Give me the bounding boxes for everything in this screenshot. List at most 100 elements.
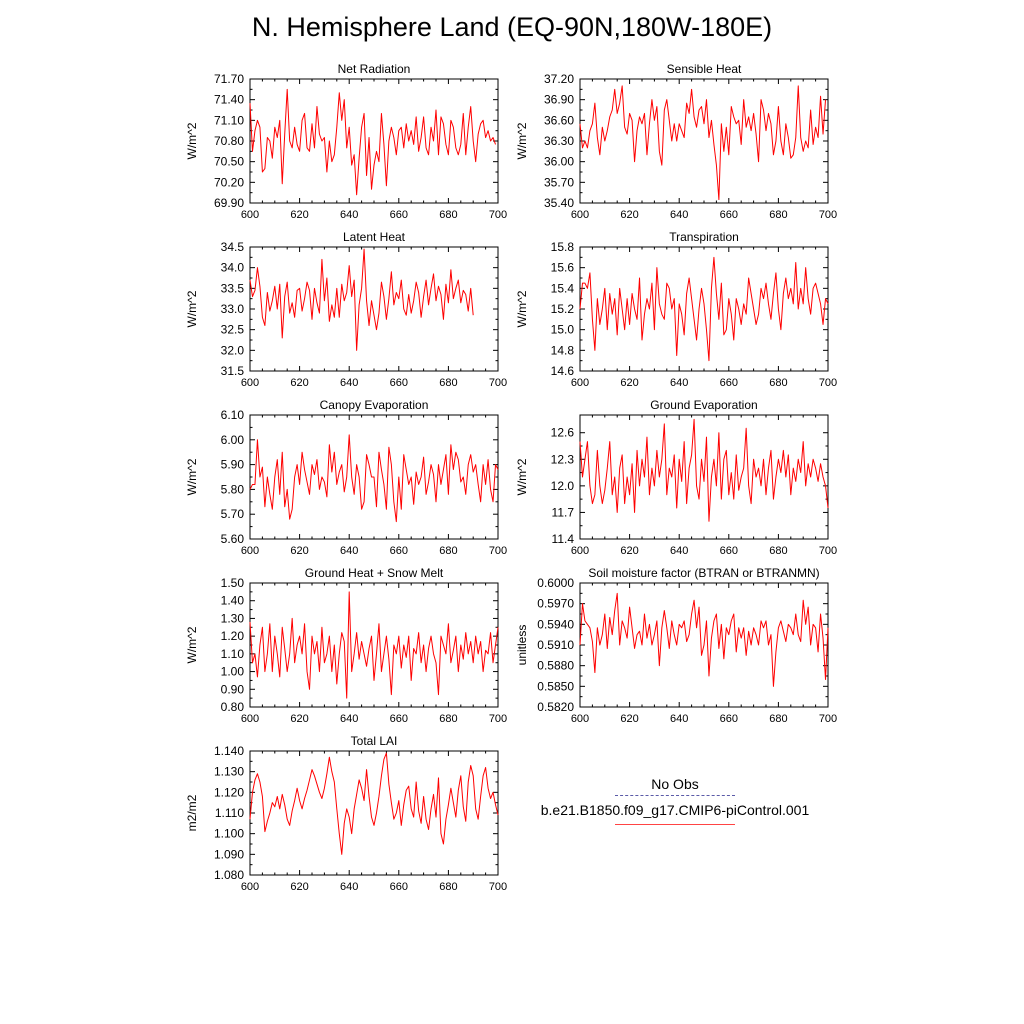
x-tick-label: 640 [670, 209, 688, 221]
x-tick-label: 620 [620, 545, 638, 557]
x-tick-label: 700 [489, 881, 507, 893]
y-tick-label: 1.090 [214, 847, 244, 861]
x-tick-label: 680 [439, 881, 457, 893]
x-tick-label: 700 [489, 545, 507, 557]
y-tick-label: 37.20 [544, 72, 574, 86]
y-tick-label: 12.6 [551, 426, 575, 440]
y-tick-label: 35.40 [544, 196, 574, 210]
x-tick-label: 640 [340, 377, 358, 389]
y-tick-label: 15.8 [551, 240, 575, 254]
x-tick-label: 680 [439, 209, 457, 221]
y-tick-label: 71.40 [214, 93, 244, 107]
x-tick-label: 620 [290, 881, 308, 893]
x-tick-label: 700 [819, 377, 837, 389]
legend-model-label: b.e21.B1850.f09_g17.CMIP6-piControl.001 [540, 802, 810, 818]
y-tick-label: 0.5910 [537, 638, 574, 652]
y-axis-label: W/m^2 [185, 290, 199, 327]
x-tick-label: 700 [819, 713, 837, 725]
y-tick-label: 11.4 [552, 532, 575, 546]
x-tick-label: 600 [241, 713, 259, 725]
plot-frame [579, 78, 829, 204]
x-tick-label: 620 [290, 713, 308, 725]
y-tick-label: 0.5850 [537, 679, 574, 693]
x-tick-label: 680 [769, 545, 787, 557]
y-tick-label: 1.30 [221, 611, 245, 625]
y-tick-label: 33.5 [221, 281, 245, 295]
y-tick-label: 1.20 [221, 629, 245, 643]
y-tick-label: 1.140 [214, 744, 244, 758]
y-tick-label: 36.00 [544, 155, 574, 169]
x-tick-label: 660 [720, 713, 738, 725]
x-tick-label: 680 [439, 545, 457, 557]
series-line [249, 434, 499, 523]
x-tick-label: 700 [489, 377, 507, 389]
y-tick-label: 1.120 [214, 785, 244, 799]
chart-panel: Ground Evaporation W/m^2 600 620 640 660 680 70… [515, 398, 837, 557]
y-tick-label: 0.5820 [537, 700, 574, 714]
y-tick-label: 0.6000 [537, 576, 574, 590]
y-tick-label: 35.70 [544, 175, 574, 189]
x-tick-label: 680 [769, 377, 787, 389]
y-tick-label: 32.0 [221, 343, 245, 357]
x-tick-label: 660 [390, 881, 408, 893]
legend: No Obs b.e21.B1850.f09_g17.CMIP6-piContr… [540, 776, 810, 825]
x-tick-label: 640 [340, 881, 358, 893]
y-tick-label: 5.80 [221, 482, 245, 496]
legend-obs-line [615, 795, 735, 796]
y-tick-label: 12.0 [551, 479, 575, 493]
y-tick-label: 1.110 [215, 806, 244, 820]
y-tick-label: 32.5 [221, 323, 245, 337]
panel-title: Sensible Heat [667, 62, 742, 76]
y-tick-label: 15.0 [551, 323, 575, 337]
x-tick-label: 600 [571, 209, 589, 221]
y-tick-label: 14.8 [551, 343, 575, 357]
y-tick-label: 34.5 [221, 240, 245, 254]
series-line [579, 256, 829, 362]
series-line [249, 752, 499, 855]
y-tick-label: 12.3 [551, 452, 575, 466]
chart-panel: Soil moisture factor (BTRAN or BTRANMN) u… [515, 566, 837, 725]
y-tick-label: 5.90 [221, 458, 245, 472]
y-tick-label: 1.50 [221, 576, 245, 590]
x-tick-label: 660 [390, 545, 408, 557]
x-tick-label: 660 [720, 377, 738, 389]
y-tick-label: 36.60 [544, 113, 574, 127]
x-tick-label: 620 [620, 209, 638, 221]
legend-obs-label: No Obs [651, 776, 699, 792]
x-tick-label: 620 [620, 377, 638, 389]
x-tick-label: 700 [489, 713, 507, 725]
x-tick-label: 600 [241, 545, 259, 557]
x-tick-label: 660 [390, 377, 408, 389]
x-tick-label: 600 [241, 881, 259, 893]
chart-panel: Latent Heat W/m^2 600 620 640 660 680 700 31.5 32… [185, 230, 507, 389]
y-tick-label: 15.6 [551, 261, 575, 275]
y-tick-label: 11.7 [552, 505, 575, 519]
series-line [579, 592, 829, 687]
panel-title: Latent Heat [343, 230, 406, 244]
x-tick-label: 620 [620, 713, 638, 725]
x-tick-label: 640 [340, 713, 358, 725]
x-tick-label: 660 [720, 545, 738, 557]
y-axis-label: W/m^2 [515, 290, 529, 327]
y-tick-label: 1.130 [214, 765, 244, 779]
x-tick-label: 640 [670, 545, 688, 557]
panel-title: Net Radiation [338, 62, 411, 76]
plot-frame [249, 246, 499, 372]
y-tick-label: 71.70 [214, 72, 244, 86]
y-tick-label: 1.080 [214, 868, 244, 882]
x-tick-label: 600 [241, 377, 259, 389]
y-tick-label: 70.50 [214, 155, 244, 169]
panel-title: Transpiration [669, 230, 739, 244]
x-tick-label: 620 [290, 209, 308, 221]
y-tick-label: 34.0 [221, 261, 245, 275]
chart-panel: Transpiration W/m^2 600 620 640 660 680 700 14.6… [515, 230, 837, 389]
y-tick-label: 36.90 [544, 93, 574, 107]
chart-panel: Canopy Evaporation W/m^2 600 620 640 660 680 70… [185, 398, 507, 557]
panel-title: Ground Evaporation [650, 398, 757, 412]
panel-title: Soil moisture factor (BTRAN or BTRANMN) [588, 566, 819, 580]
y-tick-label: 33.0 [221, 302, 245, 316]
y-axis-label: W/m^2 [185, 122, 199, 159]
y-tick-label: 6.00 [221, 433, 245, 447]
y-tick-label: 0.5970 [537, 597, 574, 611]
